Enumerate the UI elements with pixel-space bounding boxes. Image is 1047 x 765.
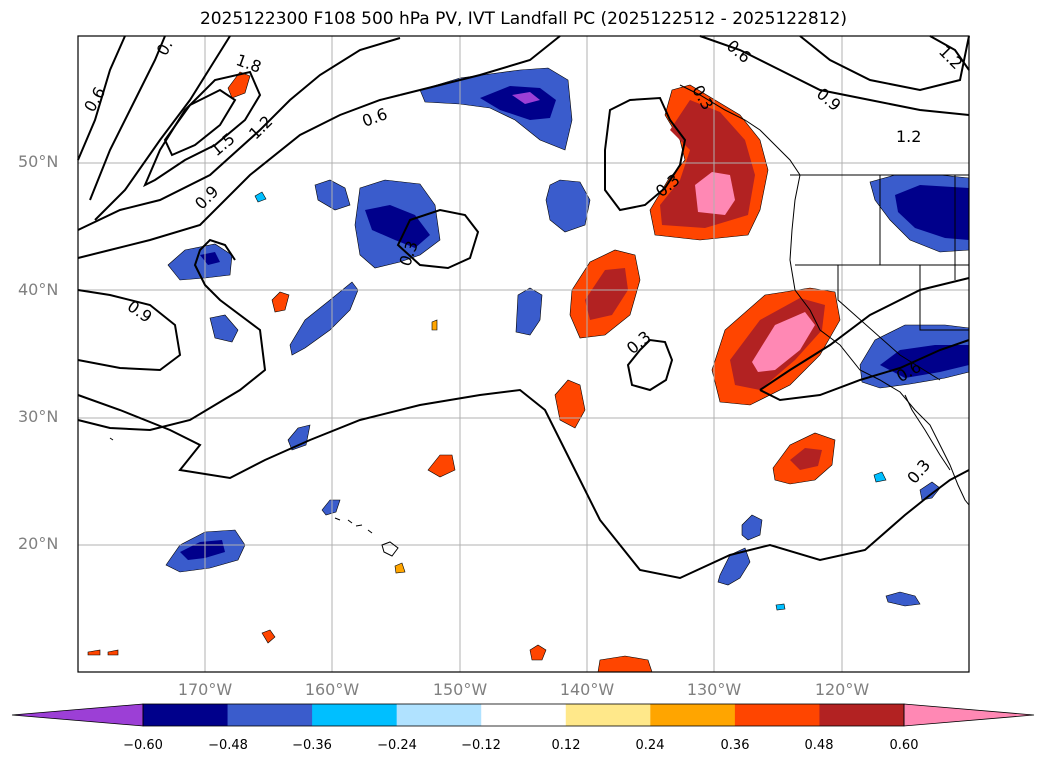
colorbar-tick-label: −0.60 xyxy=(123,738,163,753)
lat-tick-label: 40°N xyxy=(18,280,59,299)
colorbar-tick-label: 0.36 xyxy=(720,738,750,753)
map-title: 2025122300 F108 500 hPa PV, IVT Landfall… xyxy=(199,9,847,29)
colorbar-tick-label: 0.60 xyxy=(889,738,919,753)
colorbar-tick-label: −0.12 xyxy=(461,738,501,753)
colorbar-tick-label: 0.24 xyxy=(635,738,665,753)
lat-tick-label: 20°N xyxy=(18,534,59,553)
colorbar-tick-label: −0.48 xyxy=(208,738,248,753)
colorbar-tick-label: −0.24 xyxy=(377,738,417,753)
lat-tick-label: 30°N xyxy=(18,407,59,426)
negative-anomaly-patches xyxy=(165,67,970,611)
contour-label: 1.2 xyxy=(896,127,922,146)
lat-tick-label: 50°N xyxy=(18,152,59,171)
lon-tick-label: 160°W xyxy=(304,680,360,699)
lon-tick-label: 120°W xyxy=(814,680,870,699)
lon-tick-label: 130°W xyxy=(686,680,742,699)
lon-tick-label: 150°W xyxy=(432,680,488,699)
lon-tick-label: 170°W xyxy=(177,680,233,699)
colorbar-tick-label: 0.48 xyxy=(804,738,834,753)
pv-contours xyxy=(77,35,970,580)
colorbar-tick-label: −0.36 xyxy=(292,738,332,753)
colorbar-tick-label: 0.12 xyxy=(551,738,581,753)
lon-tick-label: 140°W xyxy=(559,680,615,699)
coastlines xyxy=(109,84,970,557)
graticule xyxy=(78,36,969,672)
